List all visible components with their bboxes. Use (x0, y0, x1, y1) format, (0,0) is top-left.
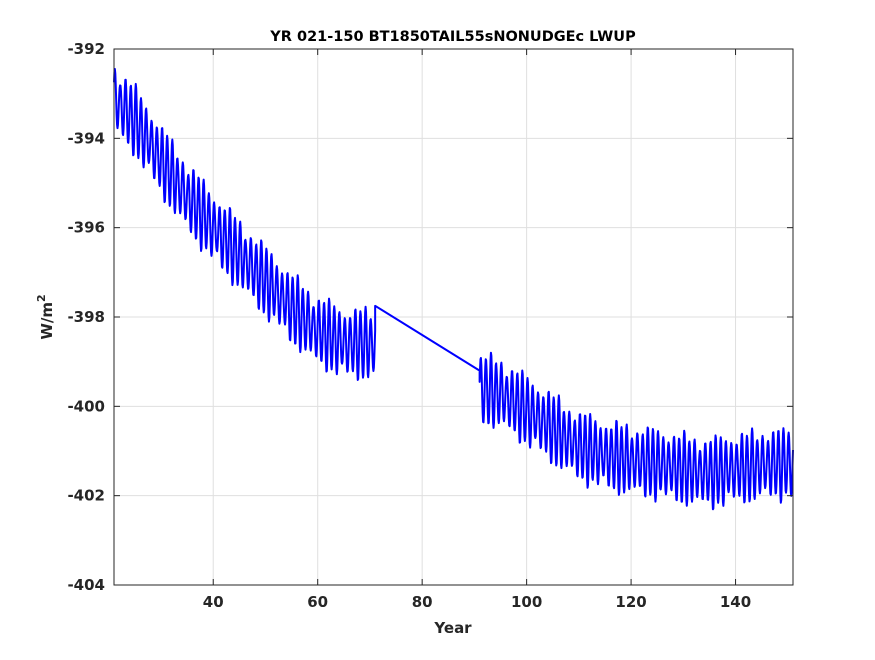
x-tick-label: 100 (511, 593, 542, 611)
y-axis-label: W/m2 (35, 294, 56, 339)
x-tick-label: 140 (720, 593, 751, 611)
x-axis-label: Year (433, 619, 472, 637)
y-tick-label: -396 (67, 219, 105, 237)
y-axis-label-exponent: 2 (35, 294, 48, 302)
y-tick-label: -392 (67, 40, 105, 58)
x-tick-label: 60 (307, 593, 328, 611)
chart-title: YR 021-150 BT1850TAIL55sNONUDGEc LWUP (269, 29, 636, 45)
ticks: 40 60 80 100 120 140 -404 -402 -400 -398 -396 -394 -… (67, 40, 793, 611)
series-line (113, 67, 794, 511)
y-tick-label: -398 (67, 308, 105, 326)
y-tick-label: -394 (67, 129, 105, 147)
series-group (113, 67, 794, 511)
x-tick-label: 80 (412, 593, 433, 611)
y-axis-label-base: W/m (38, 302, 56, 340)
x-tick-label: 40 (203, 593, 224, 611)
x-tick-label: 120 (615, 593, 646, 611)
y-tick-label: -400 (67, 397, 105, 415)
y-tick-label: -404 (67, 576, 105, 594)
y-tick-label: -402 (67, 487, 105, 505)
